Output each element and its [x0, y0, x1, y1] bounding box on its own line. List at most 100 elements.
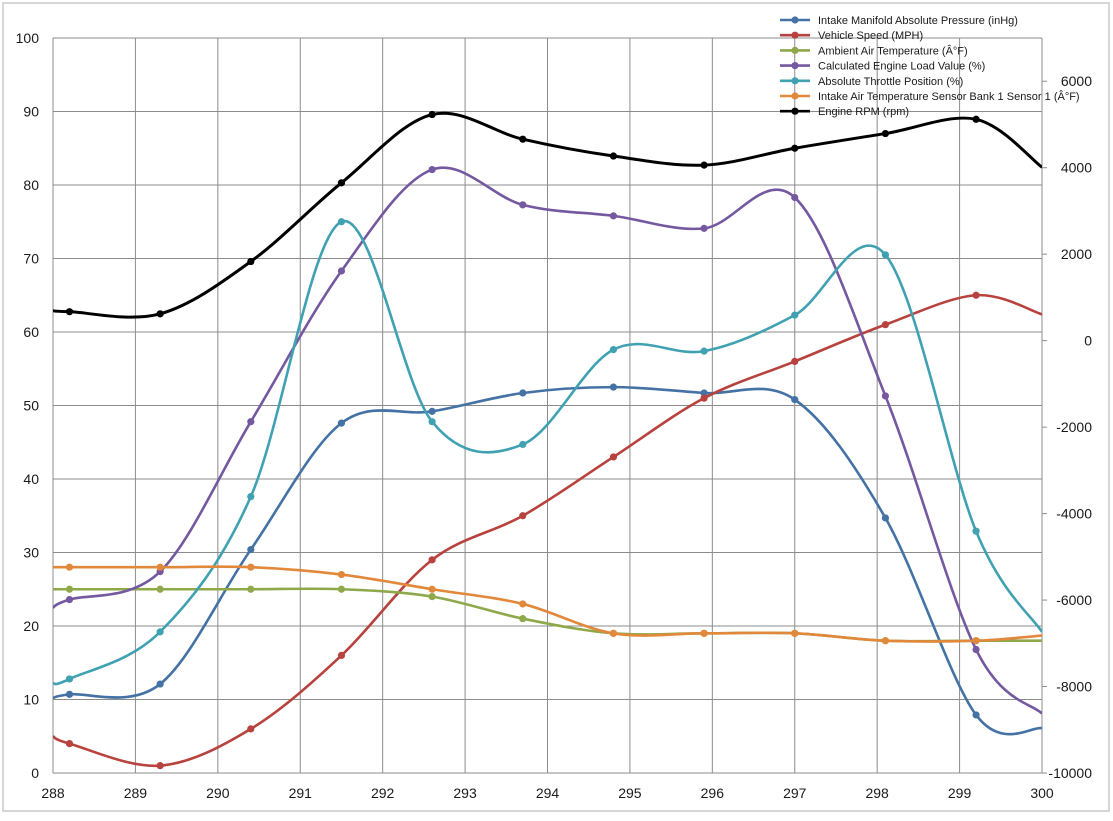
data-point [881, 251, 890, 259]
series-1-group [53, 291, 1042, 770]
data-point [156, 563, 164, 571]
data-point [337, 179, 346, 187]
data-point [972, 291, 980, 299]
legend-label: Engine RPM (rpm) [818, 106, 909, 118]
data-point [881, 321, 890, 329]
data-point [65, 740, 74, 748]
legend-item: Engine RPM (rpm) [780, 106, 909, 118]
legend-label: Ambient Air Temperature (Â°F) [818, 44, 968, 57]
y-left-tick-label: 0 [31, 765, 39, 781]
data-point [65, 690, 74, 698]
x-tick-label: 299 [948, 785, 972, 801]
legend-swatch-marker [791, 31, 799, 39]
y-right-tick-label: -4000 [1056, 506, 1092, 522]
legend-label: Intake Air Temperature Sensor Bank 1 Sen… [818, 90, 1080, 103]
data-point [972, 645, 980, 654]
y-right-tick-label: 6000 [1061, 73, 1092, 89]
legend-label: Absolute Throttle Position (%) [818, 76, 963, 88]
x-tick-label: 290 [206, 785, 230, 801]
legend-swatch-marker [791, 46, 799, 55]
data-point [428, 407, 436, 415]
x-tick-label: 292 [371, 785, 395, 801]
data-point [65, 308, 74, 316]
data-point [65, 585, 74, 593]
legend-item: Absolute Throttle Position (%) [780, 76, 963, 88]
grid [52, 37, 1043, 774]
x-tick-label: 293 [453, 785, 477, 801]
data-point [337, 570, 346, 579]
y-right-tick-label: -6000 [1056, 592, 1092, 608]
series-0-group [53, 383, 1042, 736]
data-point [428, 418, 436, 426]
data-point [65, 595, 74, 604]
y-right-tick-label: -8000 [1056, 679, 1092, 695]
data-point [881, 392, 890, 400]
data-point [428, 110, 436, 119]
x-tick-label: 296 [701, 785, 725, 801]
data-point [428, 556, 436, 564]
data-point [972, 115, 980, 123]
y-right-tick-label: 0 [1084, 333, 1092, 349]
y-right-tick-label: -10000 [1048, 765, 1092, 781]
y-right-tick-label: 2000 [1061, 246, 1092, 262]
y-left-tick-label: 20 [23, 618, 39, 634]
x-tick-label: 294 [536, 785, 560, 801]
data-point [519, 600, 527, 608]
series-3-line [53, 166, 1042, 715]
data-point [156, 628, 164, 636]
y-left-tick-label: 90 [23, 104, 39, 120]
data-point [881, 637, 890, 645]
y-left-tick-label: 10 [23, 692, 39, 708]
data-point [65, 675, 74, 683]
data-point [700, 394, 708, 402]
data-point [791, 357, 799, 365]
legend-swatch-marker [791, 107, 799, 115]
x-tick-label: 297 [783, 785, 807, 801]
y-right-tick-label: -2000 [1056, 419, 1092, 435]
y-left-tick-label: 100 [16, 30, 40, 46]
data-point [247, 418, 255, 426]
y-left-tick-label: 40 [23, 471, 39, 487]
legend-item: Ambient Air Temperature (Â°F) [780, 44, 968, 57]
data-point [609, 346, 618, 354]
data-point [247, 545, 255, 554]
series-5-group [53, 563, 1042, 645]
series-3-group [53, 165, 1042, 715]
data-point [519, 201, 527, 209]
data-point [791, 629, 799, 637]
data-point [700, 629, 708, 637]
data-point [519, 135, 527, 143]
data-point [700, 389, 708, 397]
data-point [337, 419, 346, 427]
data-point [156, 762, 164, 770]
data-point [791, 311, 799, 319]
data-point [337, 585, 346, 593]
data-point [247, 585, 255, 593]
series-0-line [53, 385, 1042, 736]
data-point [247, 493, 255, 501]
data-point [700, 347, 708, 355]
data-point [700, 224, 708, 232]
x-tick-label: 289 [124, 785, 148, 801]
data-point [519, 440, 527, 449]
y-left-tick-label: 70 [23, 251, 39, 267]
legend-swatch-marker [791, 92, 799, 100]
legend-item: Intake Air Temperature Sensor Bank 1 Sen… [780, 90, 1080, 103]
series-lines [53, 110, 1042, 770]
y-left-tick-label: 30 [23, 545, 39, 561]
y-left-tick-label: 80 [23, 177, 39, 193]
data-point [428, 165, 436, 174]
legend-label: Intake Manifold Absolute Pressure (inHg) [818, 15, 1018, 27]
data-point [700, 161, 708, 169]
legend-swatch-marker [791, 62, 799, 70]
data-point [247, 257, 255, 266]
data-point [972, 711, 980, 719]
legend-swatch-marker [791, 77, 799, 85]
data-point [337, 267, 346, 275]
y-left-tick-label: 60 [23, 324, 39, 340]
data-point [247, 725, 255, 733]
legend-label: Vehicle Speed (MPH) [818, 30, 923, 42]
series-4-group [53, 218, 1042, 686]
x-tick-label: 300 [1030, 785, 1054, 801]
